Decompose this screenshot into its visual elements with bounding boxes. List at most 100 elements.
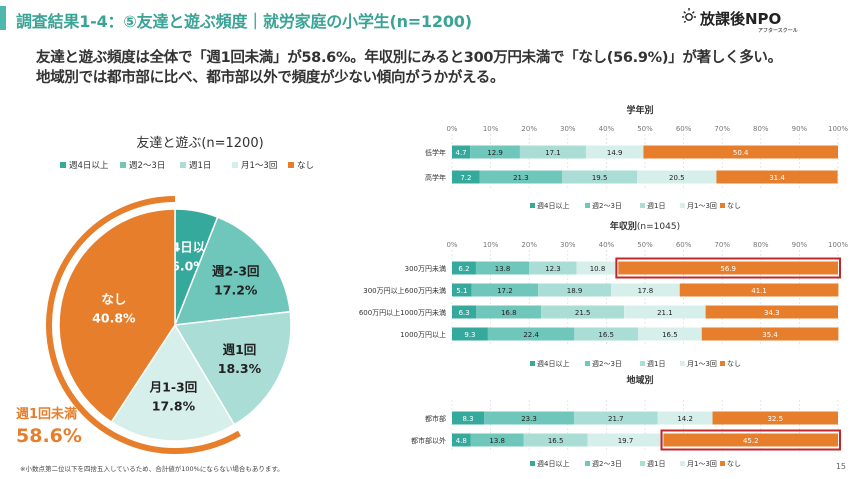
axis-tick-label: 60% bbox=[676, 125, 692, 133]
bar-category-label: 600万円以上1000万円未満 bbox=[359, 308, 446, 317]
axis-tick-label: 70% bbox=[714, 125, 730, 133]
grade-bar-chart: 0% 10% 20% 30% 40% 50% 60% 70% 80% 90% 100% 低学年 4.7 1… bbox=[425, 125, 848, 210]
bar-legend-swatch bbox=[680, 203, 685, 208]
callout-value: 58.6% bbox=[16, 425, 82, 447]
axis-tick-label: 30% bbox=[560, 125, 576, 133]
bar-segment bbox=[705, 305, 838, 319]
axis-tick-label: 10% bbox=[483, 125, 499, 133]
axis-tick-label: 30% bbox=[560, 241, 576, 249]
pie-slice bbox=[58, 208, 176, 424]
bar-segment bbox=[519, 145, 586, 159]
bar-segment bbox=[452, 411, 485, 425]
bar-legend-label: なし bbox=[727, 460, 741, 468]
bar-segment bbox=[716, 170, 838, 184]
axis-tick-label: 70% bbox=[714, 241, 730, 249]
bar-legend-label: 月1～3回 bbox=[687, 202, 717, 210]
income-title-main: 年収別 bbox=[610, 220, 637, 232]
highlight-box bbox=[615, 257, 842, 279]
bar-legend-swatch bbox=[680, 461, 685, 466]
bar-value-label: 4.7 bbox=[456, 149, 467, 157]
bar-value-label: 31.4 bbox=[769, 174, 785, 182]
bar-category-label: 1000万円以上 bbox=[400, 330, 446, 339]
bar-value-label: 12.3 bbox=[545, 265, 561, 273]
bar-legend-label: 週4日以上 bbox=[537, 359, 569, 368]
bar-legend-label: なし bbox=[727, 202, 741, 210]
pie-slice-label: 週2-3回 bbox=[212, 263, 260, 278]
logo-text: 放課後NPO bbox=[700, 10, 782, 28]
pie-slice-value: 17.8% bbox=[152, 399, 196, 414]
bar-value-label: 14.2 bbox=[677, 415, 693, 423]
bar-value-label: 21.5 bbox=[575, 309, 591, 317]
bar-segment bbox=[470, 433, 524, 447]
bar-category-label: 低学年 bbox=[425, 148, 446, 157]
axis-tick-label: 40% bbox=[599, 241, 615, 249]
bar-value-label: 19.5 bbox=[592, 174, 608, 182]
brand-logo: 放課後NPO アフタースクール bbox=[682, 8, 798, 34]
highlight-box bbox=[660, 429, 842, 451]
pie-legend-swatch bbox=[120, 162, 126, 168]
bar-legend-label: 週1日 bbox=[647, 459, 665, 468]
bar-segment bbox=[452, 327, 488, 341]
axis-tick-label: 80% bbox=[753, 241, 769, 249]
bar-segment bbox=[624, 305, 706, 319]
bar-legend-label: なし bbox=[727, 360, 741, 368]
bar-legend-label: 週2～3日 bbox=[592, 201, 622, 210]
bar-segment bbox=[452, 283, 472, 297]
bar-value-label: 21.3 bbox=[513, 174, 529, 182]
axis-tick-label: 50% bbox=[637, 125, 653, 133]
bar-category-label: 都市部 bbox=[425, 414, 446, 423]
footnote: ※小数点第二位以下を四捨五入しているため、合計値が100%にならない場合もありま… bbox=[20, 465, 284, 473]
pie-legend-label: 月1～3回 bbox=[241, 161, 277, 171]
bar-category-label: 高学年 bbox=[425, 173, 446, 182]
region-bar-chart: 都市部 8.3 23.3 21.7 14.2 32.5 都市部以外 4.8 13.8 16.5 19… bbox=[411, 400, 842, 468]
bar-legend-swatch bbox=[640, 361, 645, 366]
pie-slice-value: 18.3% bbox=[218, 361, 262, 376]
bar-segment bbox=[701, 327, 839, 341]
bar-legend-label: 週2～3日 bbox=[592, 459, 622, 468]
bar-value-label: 9.3 bbox=[464, 331, 475, 339]
bar-value-label: 7.2 bbox=[460, 174, 471, 182]
bar-segment bbox=[484, 411, 574, 425]
lead-line-1: 友達と遊ぶ頻度は全体で「週1回未満」が58.6%。年収別にみると300万円未満で… bbox=[36, 50, 782, 66]
bar-value-label: 41.1 bbox=[751, 287, 767, 295]
bar-value-label: 21.1 bbox=[657, 309, 673, 317]
region-section-title: 地域別 bbox=[626, 374, 653, 386]
bar-legend-swatch bbox=[530, 461, 535, 466]
bar-legend-swatch bbox=[530, 203, 535, 208]
axis-tick-label: 20% bbox=[521, 241, 537, 249]
bar-segment bbox=[470, 145, 520, 159]
pie-legend-label: なし bbox=[297, 161, 314, 171]
bar-segment bbox=[452, 170, 480, 184]
pie-legend-label: 週2～3日 bbox=[129, 161, 165, 171]
bar-legend-swatch bbox=[585, 203, 590, 208]
bar-value-label: 21.7 bbox=[608, 415, 624, 423]
bar-segment bbox=[712, 411, 838, 425]
bar-legend-swatch bbox=[585, 461, 590, 466]
pie-title: 友達と遊ぶ(n=1200) bbox=[136, 135, 263, 151]
bar-value-label: 10.8 bbox=[590, 265, 606, 273]
income-title-n: (n=1045) bbox=[637, 222, 680, 232]
bar-legend-label: 週4日以上 bbox=[537, 201, 569, 210]
axis-tick-label: 90% bbox=[792, 241, 808, 249]
bar-segment bbox=[538, 283, 612, 297]
lead-line-2: 地域別では都市部に比べ、都市部以外で頻度が少ない傾向がうかがえる。 bbox=[36, 70, 505, 86]
bar-value-label: 16.5 bbox=[598, 331, 614, 339]
axis-tick-label: 90% bbox=[792, 125, 808, 133]
bar-segment bbox=[476, 305, 542, 319]
bar-value-label: 22.4 bbox=[523, 331, 539, 339]
pie-slice-value: 40.8% bbox=[92, 311, 136, 326]
bar-legend-label: 週1日 bbox=[647, 201, 665, 210]
grade-section-title: 学年別 bbox=[626, 104, 653, 116]
bar-segment bbox=[585, 145, 644, 159]
bar-value-label: 50.4 bbox=[733, 149, 749, 157]
axis-tick-label: 0% bbox=[446, 241, 457, 249]
bar-value-label: 12.9 bbox=[487, 149, 503, 157]
axis-tick-label: 50% bbox=[637, 241, 653, 249]
bar-legend-swatch bbox=[530, 361, 535, 366]
bar-value-label: 34.3 bbox=[764, 309, 780, 317]
pie-slice-label: 月1-3回 bbox=[149, 380, 198, 395]
bar-segment bbox=[529, 261, 577, 275]
bar-segment bbox=[562, 170, 638, 184]
